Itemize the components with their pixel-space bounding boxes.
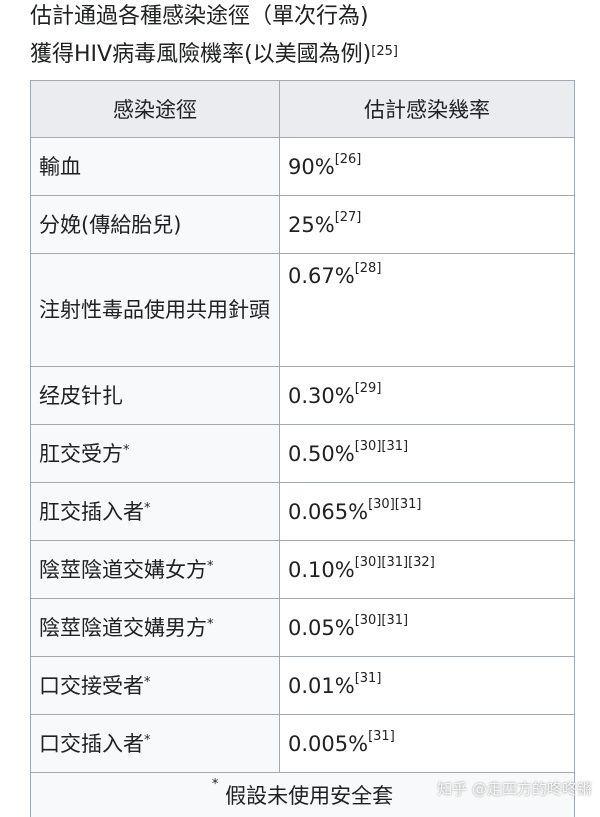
reference-link[interactable]: [30][31] [368,497,421,512]
reference-link[interactable]: [30][31] [355,439,408,454]
asterisk: * [144,733,151,748]
reference-link[interactable]: [25] [371,44,398,59]
table-row: 陰莖陰道交媾男方*0.05%[30][31] [31,599,575,657]
route-cell: 口交接受者* [31,657,280,715]
probability-cell: 0.10%[30][31][32] [280,541,575,599]
watermark: 知乎 @走四方的咚咚锵 [437,778,592,799]
probability-cell: 0.01%[31] [280,657,575,715]
reference-link[interactable]: [27] [335,210,362,225]
route-cell: 肛交受方* [31,425,280,483]
probability-cell: 0.50%[30][31] [280,425,575,483]
reference-link[interactable]: [30][31] [355,613,408,628]
table-row: 肛交受方*0.50%[30][31] [31,425,575,483]
reference-link[interactable]: [31] [355,671,382,686]
table-row: 陰莖陰道交媾女方*0.10%[30][31][32] [31,541,575,599]
probability-cell: 25%[27] [280,196,575,254]
reference-link[interactable]: [26] [335,152,362,167]
table-row: 肛交插入者*0.065%[30][31] [31,483,575,541]
caption-text: 獲得HIV病毒風險機率(以美國為例) [30,42,371,67]
probability-cell: 0.67%[28] [280,254,575,367]
route-cell: 陰莖陰道交媾男方* [31,599,280,657]
asterisk: * [123,443,130,458]
probability-cell: 0.05%[30][31] [280,599,575,657]
reference-link[interactable]: [30][31][32] [355,555,435,570]
table-caption-line1: 估計通過各種感染途徑（單次行為) [30,2,369,32]
route-cell: 注射性毒品使用共用針頭 [31,254,280,367]
reference-link[interactable]: [31] [368,729,395,744]
asterisk: * [144,501,151,516]
asterisk: * [207,617,214,632]
column-header-probability: 估計感染幾率 [280,81,575,138]
reference-link[interactable]: [28] [355,261,382,276]
table-row: 口交接受者*0.01%[31] [31,657,575,715]
table-row: 分娩(傳給胎兒)25%[27] [31,196,575,254]
route-cell: 輸血 [31,138,280,196]
probability-cell: 90%[26] [280,138,575,196]
column-header-route: 感染途徑 [31,81,280,138]
probability-cell: 0.30%[29] [280,367,575,425]
table-row: 口交插入者*0.005%[31] [31,715,575,773]
asterisk: * [144,675,151,690]
route-cell: 口交插入者* [31,715,280,773]
route-cell: 肛交插入者* [31,483,280,541]
asterisk: * [207,559,214,574]
probability-cell: 0.005%[31] [280,715,575,773]
reference-link[interactable]: [29] [355,381,382,396]
route-cell: 经皮针扎 [31,367,280,425]
table-header-row: 感染途徑 估計感染幾率 [31,81,575,138]
probability-cell: 0.065%[30][31] [280,483,575,541]
route-cell: 陰莖陰道交媾女方* [31,541,280,599]
table-caption-line2: 獲得HIV病毒風險機率(以美國為例)[25] [30,40,398,70]
route-cell: 分娩(傳給胎兒) [31,196,280,254]
